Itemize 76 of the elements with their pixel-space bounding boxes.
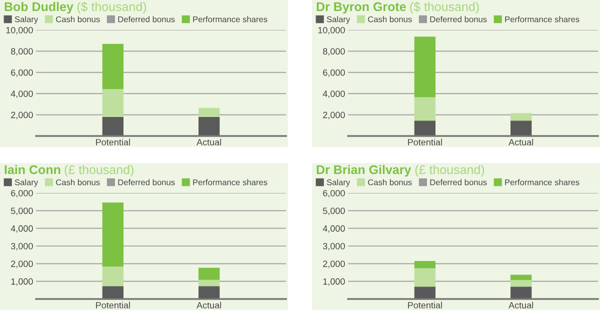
- x-tick-label: Actual: [196, 302, 222, 308]
- y-tick-label: 1,000: [323, 278, 345, 286]
- y-tick-label: 6,000: [323, 69, 345, 77]
- bar: [414, 120, 436, 136]
- x-tick-label: Actual: [196, 138, 222, 146]
- legend-label: Deferred bonus: [118, 16, 175, 22]
- chart-title: Iain Conn: [4, 164, 60, 174]
- x-tick-label: Actual: [508, 302, 534, 308]
- bar: [102, 266, 124, 286]
- y-tick-label: 8,000: [11, 48, 33, 56]
- bar: [510, 113, 532, 121]
- bar: [414, 268, 436, 287]
- legend-label: Cash bonus: [368, 16, 412, 22]
- x-tick-label: Potential: [96, 302, 130, 308]
- legend-label: Performance shares: [193, 16, 268, 22]
- legend-label: Cash bonus: [56, 179, 100, 186]
- chart-title: Bob Dudley: [4, 2, 74, 14]
- y-tick-label: 6,000: [323, 190, 345, 198]
- bar: [510, 280, 532, 287]
- y-tick-label: 2,000: [323, 112, 345, 120]
- y-tick-label: 2,000: [11, 260, 33, 268]
- y-tick-label: 4,000: [322, 225, 345, 233]
- legend-label: Deferred bonus: [430, 179, 487, 186]
- y-tick-label: 3,000: [322, 242, 345, 250]
- y-tick-label: 1,000: [11, 278, 33, 286]
- x-tick-label: Potential: [96, 138, 130, 146]
- legend-label: Cash bonus: [56, 16, 100, 22]
- x-tick-label: Potential: [408, 302, 442, 308]
- y-tick-label: 6,000: [11, 190, 33, 198]
- bar: [198, 116, 220, 136]
- y-tick-label: 2,000: [11, 112, 33, 120]
- bar: [102, 286, 124, 299]
- bar: [414, 97, 436, 121]
- legend-label: Deferred bonus: [118, 179, 175, 186]
- chart-subtitle: (£ thousand): [64, 164, 134, 177]
- y-tick-label: 6,000: [11, 69, 33, 77]
- y-tick-label: 4,000: [10, 90, 33, 98]
- legend-label: Performance shares: [193, 179, 268, 186]
- legend-label: Salary: [14, 179, 38, 187]
- y-tick-label: 3,000: [10, 242, 33, 250]
- bar: [414, 286, 436, 299]
- bar: [510, 274, 532, 280]
- bar: [102, 202, 124, 267]
- x-tick-label: Actual: [508, 138, 534, 146]
- legend-label: Salary: [326, 179, 350, 187]
- chart-title: Dr Brian Gilvary: [316, 164, 412, 177]
- chart-title: Dr Byron Grote: [316, 2, 406, 14]
- bar: [102, 89, 124, 117]
- legend-label: Cash bonus: [368, 179, 412, 186]
- y-tick-label: 5,000: [10, 208, 33, 216]
- y-tick-label: 4,000: [322, 90, 345, 98]
- bar: [102, 44, 124, 90]
- y-tick-label: 2,000: [323, 260, 345, 268]
- x-tick-label: Potential: [408, 138, 442, 146]
- bar: [198, 286, 220, 299]
- bar: [414, 36, 436, 98]
- bar: [102, 116, 124, 136]
- legend-label: Performance shares: [505, 16, 580, 22]
- legend-label: Salary: [14, 16, 38, 24]
- bar: [198, 268, 220, 280]
- bar: [198, 108, 220, 117]
- y-tick-label: 5,000: [322, 208, 345, 216]
- legend-label: Deferred bonus: [430, 16, 487, 22]
- legend-label: Salary: [326, 16, 350, 24]
- chart-subtitle: (£ thousand): [415, 164, 484, 177]
- chart-subtitle: ($ thousand): [77, 2, 146, 14]
- y-tick-label: 8,000: [323, 48, 345, 56]
- bar: [510, 286, 532, 299]
- bar: [414, 261, 436, 268]
- y-tick-label: 4,000: [10, 225, 33, 233]
- legend-label: Performance shares: [505, 179, 580, 186]
- chart-subtitle: ($ thousand): [410, 2, 479, 14]
- y-tick-label: 10,000: [318, 26, 345, 34]
- bar: [510, 120, 532, 136]
- bar: [198, 280, 220, 286]
- y-tick-label: 10,000: [6, 26, 33, 34]
